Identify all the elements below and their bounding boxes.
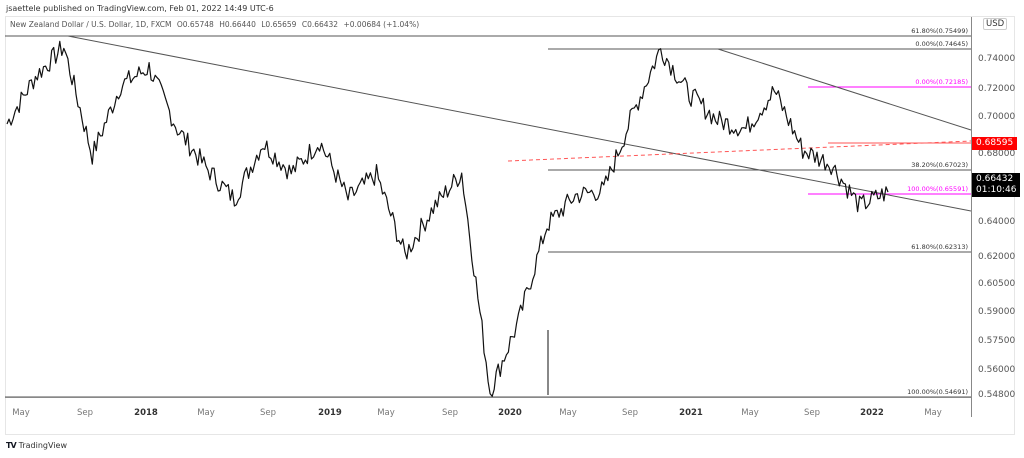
- fib-level-label: 38.20%(0.67023): [911, 161, 968, 169]
- price-tick: 0.60500: [978, 279, 1016, 289]
- time-tick: May: [559, 408, 577, 418]
- bar-countdown: 01:10:46: [976, 185, 1017, 195]
- time-tick: May: [12, 408, 30, 418]
- time-tick: May: [377, 408, 395, 418]
- time-tick: 2022: [860, 408, 884, 418]
- currency-badge[interactable]: USD: [983, 18, 1008, 30]
- price-tick: 0.62000: [978, 252, 1016, 262]
- price-tick: 0.54800: [978, 390, 1016, 400]
- time-tick: May: [741, 408, 759, 418]
- fib-level-label: 0.00%(0.74645): [915, 40, 968, 48]
- ohlc-open: O0.65748: [176, 20, 214, 29]
- price-tick: 0.68000: [978, 149, 1016, 159]
- fib-level-label: 100.00%(0.54691): [907, 388, 968, 396]
- time-tick: May: [197, 408, 215, 418]
- time-tick: May: [924, 408, 942, 418]
- last-price: 0.66432: [976, 174, 1014, 184]
- price-tick: 0.59000: [978, 307, 1016, 317]
- price-series: [6, 40, 889, 397]
- trendline-red-dashed-neckline[interactable]: [507, 140, 972, 162]
- price-tick: 0.64000: [978, 217, 1016, 227]
- ohlc-low: L0.65659: [261, 20, 297, 29]
- last-price-tag: 0.66432 01:10:46: [972, 173, 1021, 197]
- price-axis[interactable]: 0.740000.720000.700000.680000.660000.640…: [971, 17, 1016, 417]
- chart-frame: [5, 16, 1015, 435]
- fib-level-label: 100.00%(0.65591): [907, 185, 968, 193]
- time-tick: 2021: [679, 408, 703, 418]
- time-tick: Sep: [441, 408, 459, 418]
- ohlc-close: C0.66432: [301, 20, 339, 29]
- time-tick: 2018: [134, 408, 158, 418]
- time-axis[interactable]: May Sep 2018 May Sep 2019 May Sep 2020 May Sep 2021…: [5, 397, 971, 436]
- price-tick: 0.72000: [978, 84, 1016, 94]
- symbol-title[interactable]: New Zealand Dollar / U.S. Dollar, 1D, FX…: [10, 20, 172, 29]
- time-tick: Sep: [621, 408, 639, 418]
- price-tick: 0.74000: [978, 54, 1016, 64]
- time-tick: Sep: [76, 408, 94, 418]
- time-tick: Sep: [803, 408, 821, 418]
- symbol-info: New Zealand Dollar / U.S. Dollar, 1D, FX…: [10, 20, 422, 29]
- tradingview-logo-icon: TV: [6, 441, 17, 450]
- price-tick: 0.57500: [978, 336, 1016, 346]
- fib-level-label: 61.80%(0.75499): [911, 27, 968, 35]
- publisher-line: jsaettele published on TradingView.com, …: [6, 4, 274, 13]
- time-tick: 2019: [318, 408, 342, 418]
- fib-level-label: 61.80%(0.62313): [911, 243, 968, 251]
- tradingview-logo[interactable]: TV TradingView: [6, 441, 67, 450]
- time-tick: 2020: [498, 408, 522, 418]
- alert-price-tag: 0.68595: [972, 137, 1018, 150]
- tradingview-logo-text: TradingView: [18, 441, 67, 450]
- price-tick: 0.56000: [978, 365, 1016, 375]
- time-tick: Sep: [259, 408, 277, 418]
- price-change: +0.00684 (+1.04%): [343, 20, 420, 29]
- trendline-channel-upper[interactable]: [717, 48, 972, 131]
- fib-level-label: 0.00%(0.72185): [915, 78, 968, 86]
- price-tick: 0.70000: [978, 112, 1016, 122]
- trendline-long-term-resistance[interactable]: [67, 35, 972, 212]
- ohlc-high: H0.66440: [219, 20, 256, 29]
